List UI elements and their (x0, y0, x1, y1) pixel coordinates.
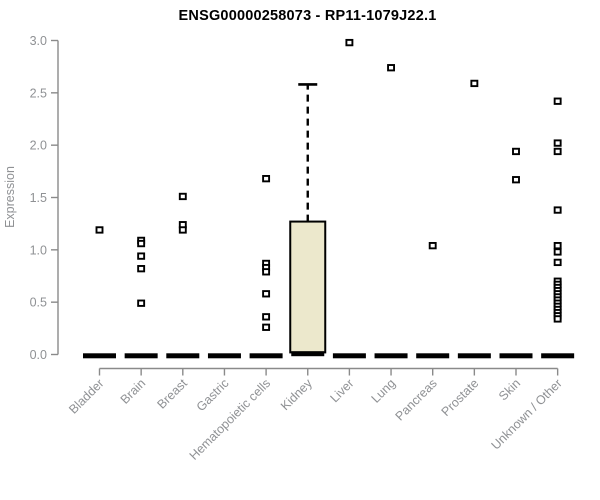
outlier-point (512, 176, 520, 184)
outlier-point (387, 64, 395, 72)
x-tick-label: Liver (327, 376, 356, 405)
x-tick-label: Lung (369, 376, 399, 406)
outlier-point (428, 241, 437, 250)
outlier-point (553, 241, 562, 250)
outlier-point (553, 258, 562, 267)
outlier-point (262, 290, 271, 298)
median-line (291, 351, 325, 357)
x-tick-label: Kidney (278, 376, 315, 413)
median-line (541, 353, 575, 359)
y-tick-label: 1.5 (30, 191, 47, 205)
plot-area: 0.0 0.5 1.0 1.5 2.0 2.5 3.0 Bladder Brain Breast G… (30, 34, 575, 463)
outlier-point (95, 226, 104, 234)
outlier-point (137, 299, 146, 307)
y-axis-label: Expression (3, 166, 17, 228)
outlier-point (178, 192, 187, 201)
y-tick-label: 2.0 (30, 139, 47, 153)
x-tick-label: Breast (154, 376, 190, 412)
x-tick-label: Skin (496, 376, 523, 403)
outlier-point (137, 252, 146, 260)
outlier-point (553, 97, 562, 105)
median-line (416, 353, 450, 359)
outlier-point (553, 206, 562, 214)
y-tick-label: 0.0 (30, 348, 47, 362)
outlier-point (137, 265, 146, 273)
box-iqr (289, 220, 327, 354)
outlier-point (178, 226, 187, 234)
outlier-point (470, 79, 479, 88)
x-tick-label: Pancreas (393, 376, 440, 423)
x-tick-label: Brain (118, 376, 149, 407)
y-tick-label: 2.5 (30, 86, 47, 100)
median-line (83, 353, 116, 359)
chart-title: ENSG00000258073 - RP11-1079J22.1 (178, 8, 437, 24)
outlier-point (262, 268, 271, 276)
median-line (374, 353, 408, 359)
x-tick-label: Gastric (194, 376, 232, 414)
outlier-point (262, 175, 271, 183)
outlier-point (512, 147, 520, 156)
x-tick-label: Prostate (439, 376, 482, 419)
outlier-point (553, 147, 562, 156)
median-line (249, 353, 283, 359)
outlier-point (137, 239, 146, 248)
y-tick-label: 1.0 (30, 243, 47, 257)
x-tick-label: Bladder (66, 376, 106, 416)
x-tick-label: Unknown / Other (489, 376, 565, 452)
median-line (457, 353, 491, 359)
median-line (166, 353, 200, 359)
outlier-point (553, 315, 562, 323)
y-tick-label: 3.0 (30, 34, 47, 48)
outlier-point (262, 323, 271, 331)
median-line (207, 353, 241, 359)
outlier-point (553, 139, 562, 147)
median-line (124, 353, 158, 359)
median-line (332, 353, 366, 359)
y-tick-label: 0.5 (30, 296, 47, 310)
median-line (499, 353, 533, 359)
outlier-point (262, 313, 271, 321)
outlier-point (345, 38, 354, 47)
outlier-point (553, 248, 562, 256)
x-tick-label: Hematopoietic cells (187, 376, 274, 463)
